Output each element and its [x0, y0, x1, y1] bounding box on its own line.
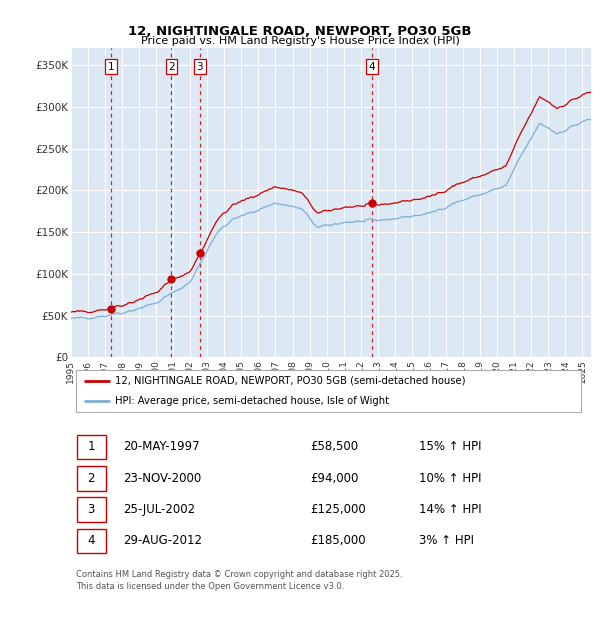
- Text: 15% ↑ HPI: 15% ↑ HPI: [419, 440, 482, 453]
- Text: £94,000: £94,000: [310, 472, 358, 485]
- Text: 25-JUL-2002: 25-JUL-2002: [123, 503, 195, 516]
- Text: 1: 1: [88, 440, 95, 453]
- Text: Price paid vs. HM Land Registry's House Price Index (HPI): Price paid vs. HM Land Registry's House …: [140, 36, 460, 46]
- Text: 12, NIGHTINGALE ROAD, NEWPORT, PO30 5GB (semi-detached house): 12, NIGHTINGALE ROAD, NEWPORT, PO30 5GB …: [115, 376, 466, 386]
- Text: 2: 2: [168, 62, 175, 72]
- Text: £125,000: £125,000: [310, 503, 366, 516]
- Text: 20-MAY-1997: 20-MAY-1997: [123, 440, 199, 453]
- Text: 23-NOV-2000: 23-NOV-2000: [123, 472, 201, 485]
- Text: 14% ↑ HPI: 14% ↑ HPI: [419, 503, 482, 516]
- Text: 1: 1: [108, 62, 115, 72]
- FancyBboxPatch shape: [77, 497, 106, 522]
- Text: 29-AUG-2012: 29-AUG-2012: [123, 534, 202, 547]
- FancyBboxPatch shape: [77, 466, 106, 490]
- Text: 4: 4: [88, 534, 95, 547]
- Text: 12, NIGHTINGALE ROAD, NEWPORT, PO30 5GB: 12, NIGHTINGALE ROAD, NEWPORT, PO30 5GB: [128, 25, 472, 38]
- Text: £58,500: £58,500: [310, 440, 358, 453]
- Text: 4: 4: [368, 62, 376, 72]
- Text: 2: 2: [88, 472, 95, 485]
- Text: Contains HM Land Registry data © Crown copyright and database right 2025.
This d: Contains HM Land Registry data © Crown c…: [76, 570, 403, 591]
- FancyBboxPatch shape: [76, 370, 581, 412]
- Text: 10% ↑ HPI: 10% ↑ HPI: [419, 472, 482, 485]
- FancyBboxPatch shape: [77, 435, 106, 459]
- Text: 3: 3: [197, 62, 203, 72]
- Text: 3: 3: [88, 503, 95, 516]
- FancyBboxPatch shape: [77, 529, 106, 553]
- Text: HPI: Average price, semi-detached house, Isle of Wight: HPI: Average price, semi-detached house,…: [115, 396, 389, 405]
- Text: 3% ↑ HPI: 3% ↑ HPI: [419, 534, 475, 547]
- Text: £185,000: £185,000: [310, 534, 366, 547]
